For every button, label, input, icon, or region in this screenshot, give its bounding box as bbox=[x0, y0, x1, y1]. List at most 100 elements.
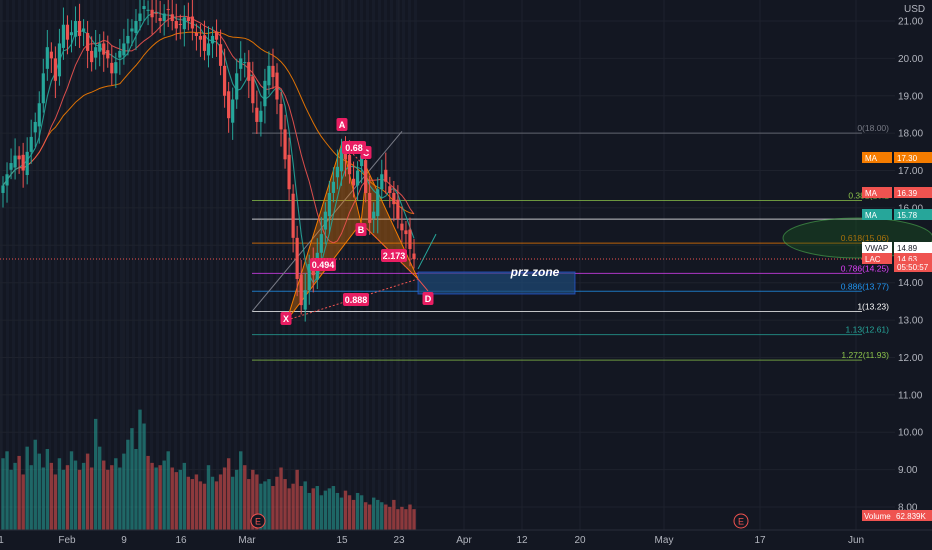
volume-bars bbox=[1, 409, 416, 530]
volume-bar bbox=[162, 460, 166, 530]
volume-bar bbox=[93, 418, 98, 530]
volume-bar bbox=[186, 476, 191, 530]
session-stripe bbox=[342, 0, 345, 530]
volume-bar bbox=[174, 472, 178, 530]
volume-tag-label: Volume bbox=[864, 512, 891, 521]
price-tag-name: MA bbox=[865, 154, 878, 163]
session-stripe bbox=[126, 0, 129, 530]
prz-rect[interactable] bbox=[417, 271, 576, 295]
session-stripe bbox=[84, 0, 87, 530]
session-stripe bbox=[36, 0, 39, 530]
candle-body bbox=[388, 186, 392, 193]
session-stripe bbox=[168, 0, 171, 530]
candle-body bbox=[206, 43, 211, 56]
volume-bar bbox=[122, 453, 126, 530]
time-tick-label: 15 bbox=[336, 535, 348, 546]
time-axis[interactable]: 1 Feb 9 16 Mar 15 23 Apr 12 20 May 17 Jun bbox=[0, 529, 932, 546]
price-tag-value: 14.89 bbox=[897, 244, 918, 253]
candle-body bbox=[9, 163, 13, 170]
volume-bar bbox=[158, 465, 162, 530]
candle-body bbox=[57, 43, 62, 77]
candle-body bbox=[21, 154, 25, 171]
volume-bar bbox=[315, 486, 319, 530]
volume-bar bbox=[323, 490, 328, 530]
candle-body bbox=[166, 9, 170, 11]
pattern-badge-label: 0.68 bbox=[345, 143, 363, 153]
fib-level-label: 1(13.23) bbox=[857, 301, 889, 311]
price-tick-label: 10.00 bbox=[898, 428, 923, 439]
candle-body bbox=[339, 148, 344, 172]
target-arrow bbox=[417, 233, 437, 270]
session-stripe bbox=[270, 0, 273, 530]
volume-bar bbox=[295, 469, 299, 530]
session-stripe bbox=[234, 0, 237, 530]
candle-body bbox=[130, 28, 134, 32]
price-tag-name: MA bbox=[865, 189, 878, 198]
earnings-marker[interactable] bbox=[733, 513, 749, 529]
pattern-badge-label: 2.173 bbox=[383, 251, 406, 261]
currency-label: USD bbox=[904, 4, 925, 15]
candle-body bbox=[49, 51, 53, 59]
time-tick-label: 23 bbox=[393, 535, 405, 546]
session-stripe bbox=[366, 0, 369, 530]
candle-body bbox=[360, 155, 364, 167]
pattern-badge-label: A bbox=[339, 120, 346, 130]
fib-trend-line[interactable] bbox=[251, 130, 403, 312]
candle-body bbox=[303, 290, 307, 310]
candle-body bbox=[138, 13, 142, 21]
session-stripe bbox=[378, 0, 381, 530]
prz-label: prz zone bbox=[510, 265, 560, 279]
candle-body bbox=[77, 21, 82, 36]
session-stripe bbox=[192, 0, 195, 530]
price-tick-label: 19.00 bbox=[898, 91, 923, 102]
price-tag-name: VWAP bbox=[865, 244, 888, 253]
candle-body bbox=[380, 174, 384, 190]
volume-bar bbox=[263, 481, 267, 530]
pattern-badge bbox=[355, 223, 367, 236]
price-tag-value-bg bbox=[894, 187, 932, 198]
session-stripe bbox=[414, 0, 417, 530]
session-stripe bbox=[102, 0, 105, 530]
pattern-badge-label: 0.494 bbox=[312, 260, 335, 270]
volume-bar bbox=[45, 448, 50, 530]
candle-body bbox=[275, 72, 279, 100]
time-tick-label: Apr bbox=[456, 535, 472, 546]
price-tag-value: 15.78 bbox=[897, 211, 918, 220]
candle-body bbox=[190, 16, 194, 29]
candle-body bbox=[355, 170, 360, 186]
volume-bar bbox=[311, 488, 315, 530]
prz-zone[interactable]: prz zone bbox=[417, 265, 576, 295]
volume-bar bbox=[404, 509, 408, 530]
price-axis[interactable]: USD 21.0020.0019.0018.0017.0016.0015.001… bbox=[898, 4, 925, 514]
volume-bar bbox=[247, 479, 251, 530]
candle-body bbox=[69, 32, 74, 36]
volume-bar bbox=[41, 467, 45, 530]
session-stripe bbox=[210, 0, 213, 530]
volume-bar bbox=[150, 462, 154, 530]
session-stripe bbox=[30, 0, 33, 530]
volume-bar bbox=[372, 497, 376, 530]
session-stripe bbox=[114, 0, 117, 530]
price-tag-value-bg bbox=[894, 152, 932, 163]
candle-body bbox=[37, 103, 41, 127]
candle-body bbox=[5, 174, 9, 186]
volume-bar bbox=[77, 469, 82, 530]
earnings-marker[interactable] bbox=[250, 513, 266, 529]
time-tick-label: 17 bbox=[754, 535, 766, 546]
session-stripe bbox=[258, 0, 261, 530]
price-tag-value: 17.30 bbox=[897, 154, 918, 163]
price-tag-value-bg bbox=[894, 209, 932, 220]
candle-body bbox=[178, 23, 182, 25]
candle-body bbox=[331, 181, 336, 193]
pattern-badge bbox=[336, 118, 348, 131]
volume-bar bbox=[17, 455, 21, 530]
volume-bar bbox=[367, 504, 372, 530]
candle-body bbox=[106, 50, 110, 59]
price-tag-name: MA bbox=[865, 211, 878, 220]
candle-body bbox=[126, 35, 130, 44]
candle-body bbox=[182, 17, 186, 30]
price-tick-label: 14.00 bbox=[898, 278, 923, 289]
candle-body bbox=[170, 14, 174, 21]
